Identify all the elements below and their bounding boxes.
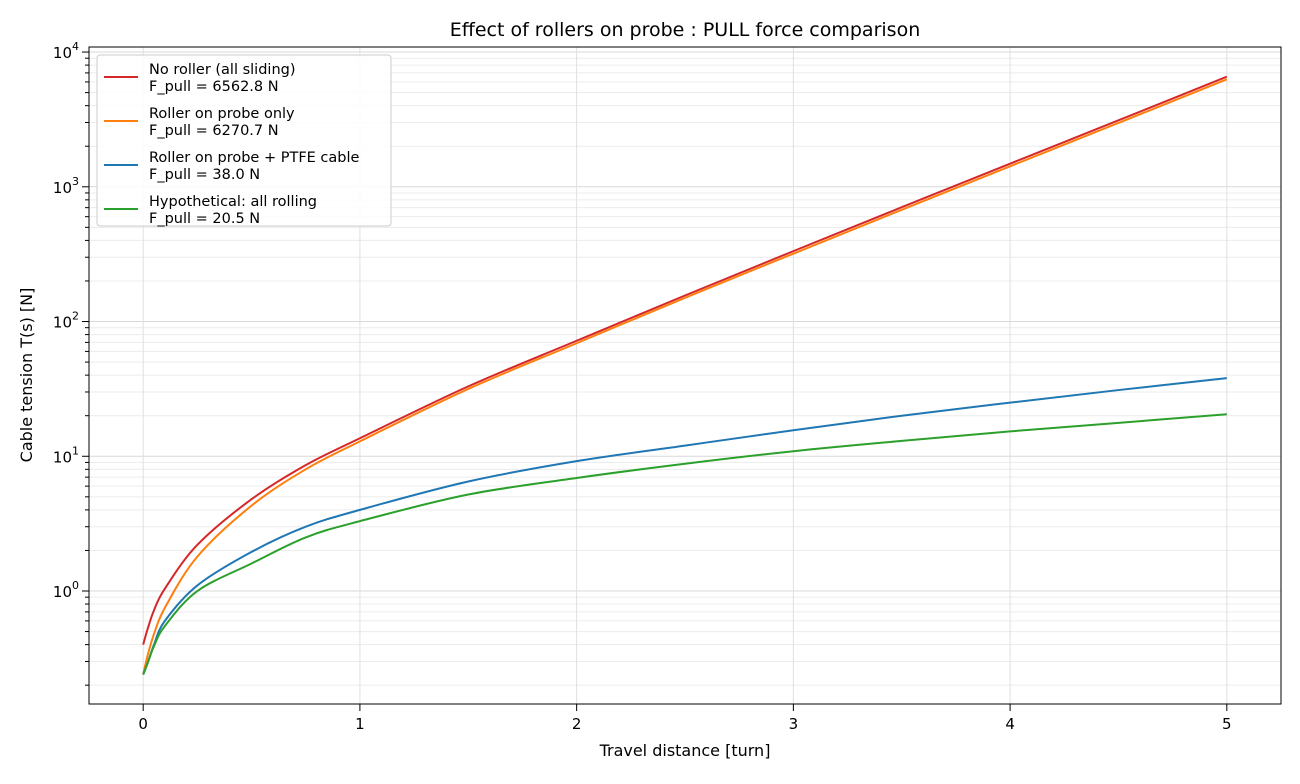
curves (142, 75, 1228, 675)
series-line-1 (142, 75, 1228, 645)
grid (89, 47, 1281, 704)
series-line-3 (142, 377, 1227, 675)
y-tick-label: 104 (53, 40, 79, 62)
legend-value: F_pull = 6562.8 N (149, 79, 279, 95)
x-tick-label: 4 (1005, 715, 1015, 733)
legend-label: No roller (all sliding) (149, 62, 296, 78)
x-tick-label: 3 (789, 715, 799, 733)
chart-title: Effect of rollers on probe : PULL force … (450, 19, 921, 41)
y-axis-label: Cable tension T(s) [N] (17, 288, 36, 463)
y-tick-label: 103 (53, 175, 79, 197)
x-tick-label: 5 (1222, 715, 1232, 733)
legend: No roller (all sliding)F_pull = 6562.8 N… (96, 54, 392, 227)
series-line-2 (142, 78, 1228, 675)
y-axis: 100 101 102 103 104 (53, 40, 89, 686)
legend-value: F_pull = 20.5 N (149, 211, 260, 227)
x-axis-label: Travel distance [turn] (599, 741, 771, 760)
legend-label: Hypothetical: all rolling (149, 194, 317, 210)
y-tick-label: 101 (53, 444, 79, 466)
x-tick-label: 1 (355, 715, 365, 733)
y-tick-label: 100 (53, 579, 79, 601)
legend-label: Roller on probe + PTFE cable (149, 150, 360, 166)
series-line-4 (142, 413, 1227, 675)
legend-box (96, 54, 392, 227)
legend-value: F_pull = 6270.7 N (149, 123, 279, 139)
x-tick-label: 2 (572, 715, 582, 733)
legend-label: Roller on probe only (149, 106, 295, 122)
x-tick-label: 0 (138, 715, 148, 733)
x-axis: 0 1 2 3 4 5 (138, 704, 1232, 733)
legend-value: F_pull = 38.0 N (149, 167, 260, 183)
y-tick-label: 102 (53, 310, 79, 332)
